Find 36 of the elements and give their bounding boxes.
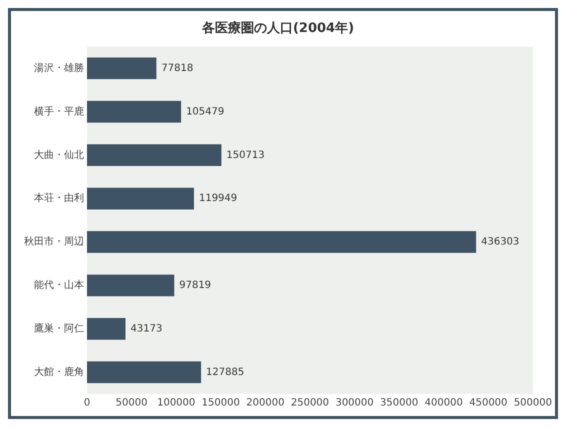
- x-tick-label: 150000: [202, 398, 240, 409]
- data-label: 119949: [198, 193, 238, 204]
- data-label: 436303: [481, 236, 520, 248]
- x-tick-label: 200000: [246, 398, 284, 409]
- data-label: 43173: [130, 323, 162, 334]
- x-tick-label: 50000: [116, 398, 148, 409]
- data-label: 127885: [206, 366, 244, 378]
- bar: [87, 144, 222, 166]
- x-tick-label: 300000: [335, 398, 374, 409]
- x-tick-label: 450000: [469, 398, 508, 409]
- y-tick-label: 湯沢・雄勝: [34, 62, 84, 74]
- y-tick-label: 大館・鹿角: [34, 366, 84, 378]
- x-tick-label: 250000: [290, 398, 330, 409]
- x-tick-label: 500000: [514, 398, 552, 409]
- bar: [87, 318, 126, 340]
- y-tick-label: 鷹巣・阿仁: [34, 322, 84, 334]
- data-label: 105479: [186, 106, 224, 118]
- y-tick-label: 大曲・仙北: [34, 148, 84, 161]
- bar: [87, 188, 194, 210]
- x-tick-label: 400000: [424, 398, 463, 409]
- bar: [87, 274, 174, 296]
- x-tick-label: 0: [84, 398, 90, 409]
- y-tick-label: 横手・平鹿: [34, 105, 84, 118]
- y-tick-label: 能代・山本: [34, 279, 84, 292]
- data-label: 97819: [179, 280, 212, 292]
- bar: [87, 361, 202, 384]
- bar: [87, 57, 156, 80]
- chart-title: 各医療圏の人口(2004年): [200, 20, 354, 36]
- bar: [87, 231, 476, 253]
- y-tick-label: 本荘・由利: [34, 192, 84, 204]
- y-tick-label: 秋田市・周辺: [24, 236, 84, 248]
- bar: [87, 100, 182, 123]
- x-tick-label: 100000: [157, 398, 196, 409]
- data-label: 77818: [161, 62, 194, 74]
- x-tick-label: 350000: [380, 398, 418, 409]
- data-label: 150713: [226, 150, 265, 161]
